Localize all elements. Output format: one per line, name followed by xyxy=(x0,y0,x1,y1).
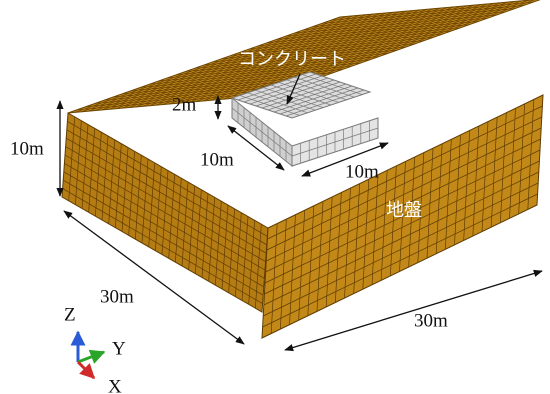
diagram: コンクリート 地盤 2m 10m 10m 10m 30m 30m Z Y X xyxy=(0,0,550,394)
dim-label: 10m xyxy=(200,149,234,170)
dim-label: 10m xyxy=(345,161,379,182)
x-axis xyxy=(78,362,94,378)
axis-label: Y xyxy=(112,338,126,359)
ground-label: 地盤 xyxy=(386,200,422,221)
concrete-label: コンクリート xyxy=(238,49,346,70)
dim-label: 10m xyxy=(10,138,44,159)
dim-label: 30m xyxy=(414,310,448,331)
y-axis xyxy=(78,352,104,362)
axis-label: X xyxy=(108,376,122,394)
axis-triad: Z Y X xyxy=(64,304,126,394)
dim-label: 30m xyxy=(100,286,134,307)
dim-label: 2m xyxy=(172,94,197,115)
axis-label: Z xyxy=(64,304,76,325)
